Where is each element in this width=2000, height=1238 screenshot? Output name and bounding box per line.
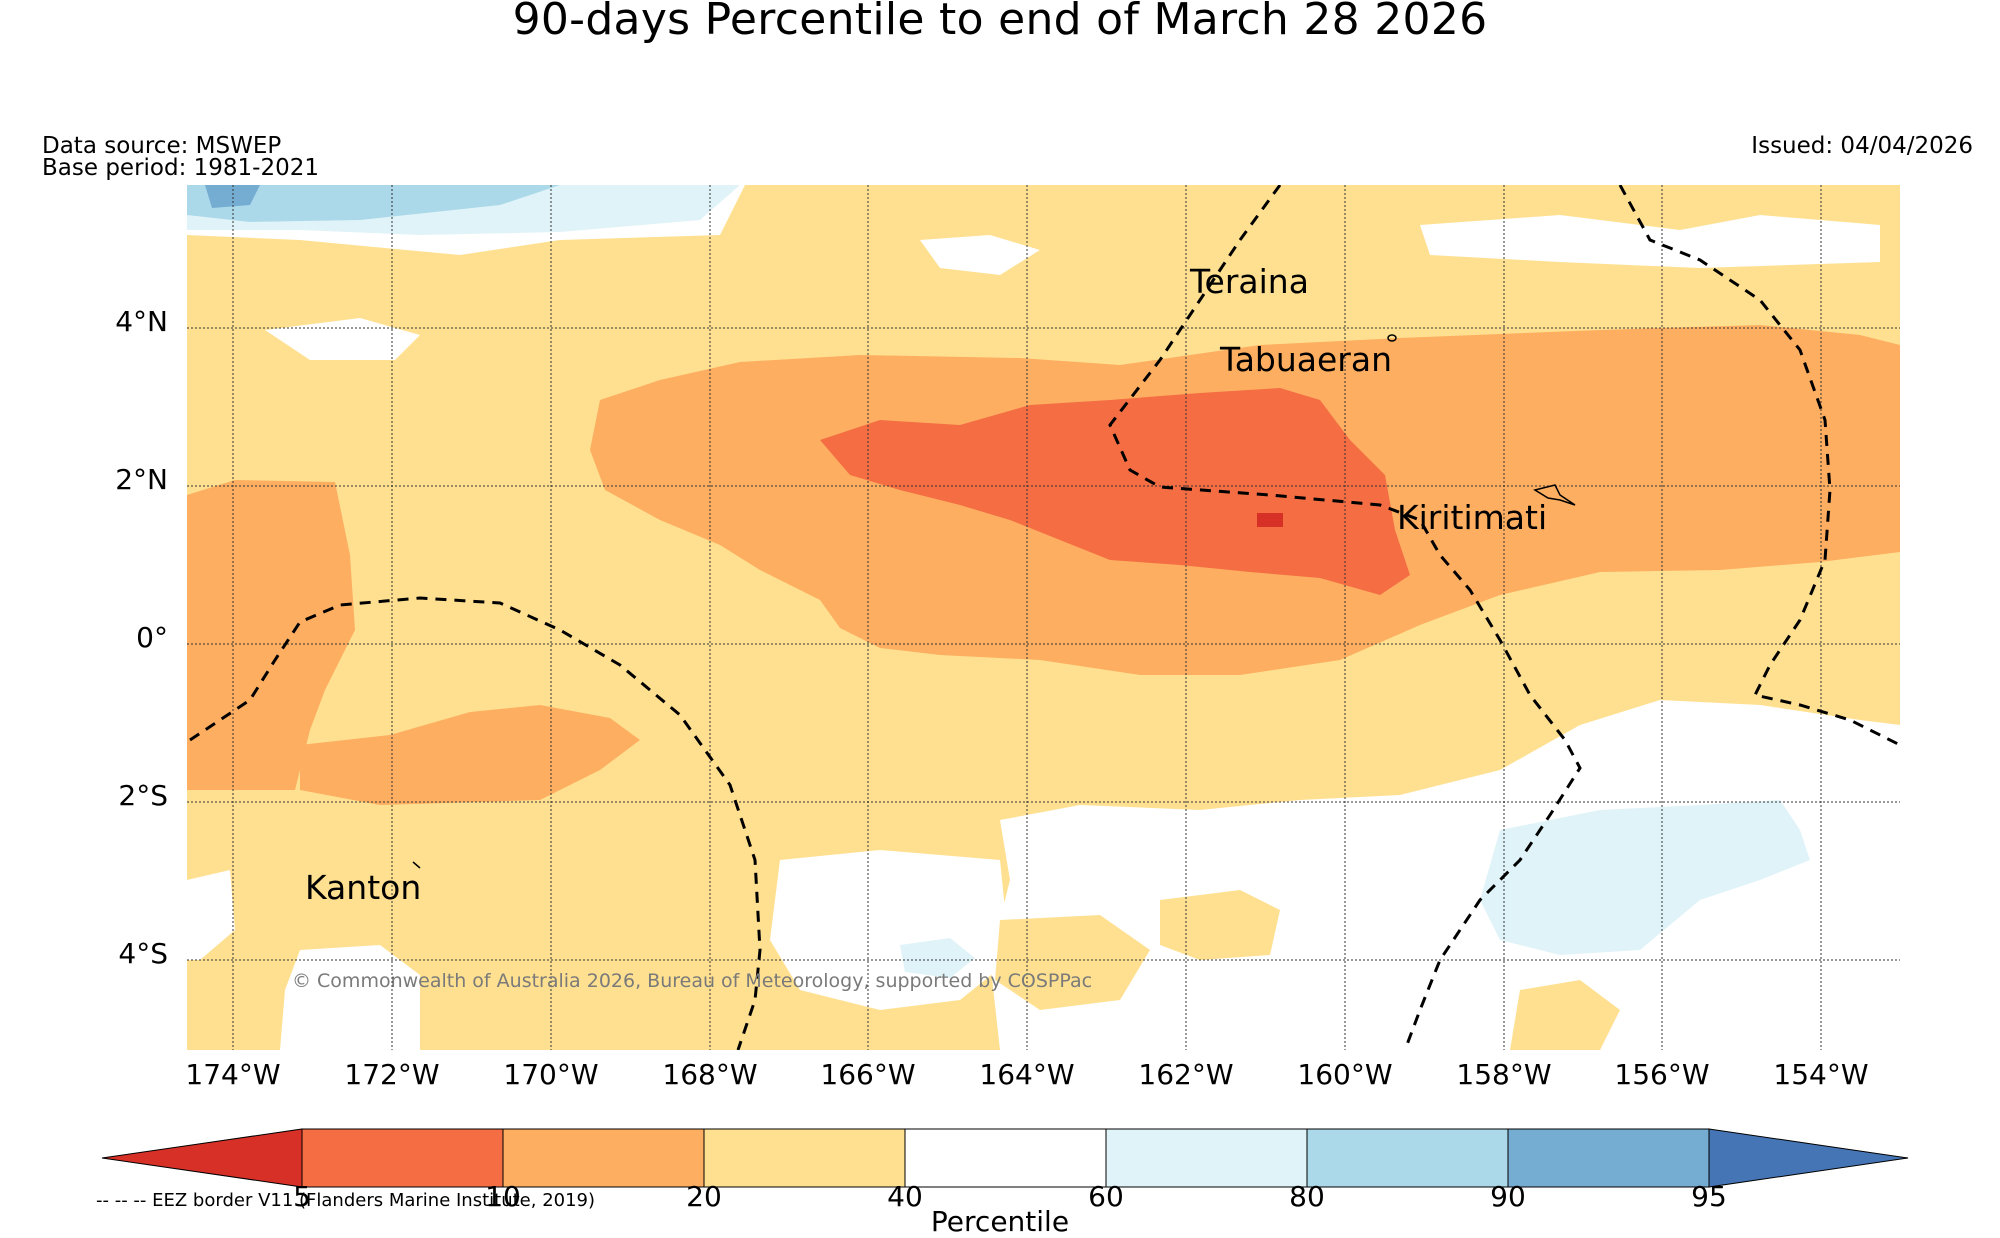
colorbar-tick-10: 10	[485, 1180, 521, 1213]
colorbar-segment-90-95	[1507, 1128, 1710, 1188]
eez-borders	[189, 185, 1900, 1050]
colorbar-segment-60-80	[1105, 1128, 1308, 1188]
colorbar-tick-95: 95	[1691, 1180, 1727, 1213]
lon-label-158w: 158°W	[1456, 1058, 1552, 1091]
place-label-teraina: Teraina	[1190, 262, 1309, 301]
colorbar	[101, 1128, 1909, 1188]
region-20-40-south-patch	[1160, 890, 1280, 960]
colorbar-segment-5-10	[301, 1128, 504, 1188]
colorbar-tick-20: 20	[686, 1180, 722, 1213]
colorbar-segment-10-20	[502, 1128, 705, 1188]
colorbar-tick-5: 5	[293, 1180, 311, 1213]
lon-label-164w: 164°W	[979, 1058, 1075, 1091]
region-5-10-central	[820, 388, 1410, 595]
place-label-tabuaeran: Tabuaeran	[1220, 340, 1393, 379]
eez-line-islands-west	[1108, 185, 1582, 1050]
eez-kanton	[189, 596, 762, 1050]
region-10-20-southwest	[300, 705, 640, 805]
colorbar-tick-40: 40	[887, 1180, 923, 1213]
eez-legend-note: -- -- -- EEZ border V11 (Flanders Marine…	[96, 1190, 596, 1211]
region-80-90-north	[187, 185, 560, 222]
region-60-80-south	[1480, 800, 1810, 955]
islands	[412, 334, 1576, 869]
lon-label-154w: 154°W	[1773, 1058, 1869, 1091]
lon-label-166w: 166°W	[820, 1058, 916, 1091]
lon-label-174w: 174°W	[185, 1058, 281, 1091]
lat-label-4s: 4°S	[118, 937, 168, 970]
region-40-60-sw2	[280, 945, 420, 1050]
lon-label-162w: 162°W	[1138, 1058, 1234, 1091]
colorbar-segment-over-95	[1708, 1128, 1909, 1188]
region-40-60-center-n	[920, 235, 1040, 275]
tabuaeran-island-shape	[1387, 334, 1397, 342]
region-20-40-south-patch2	[995, 915, 1150, 1010]
lon-label-170w: 170°W	[503, 1058, 599, 1091]
region-60-80-south-small	[900, 938, 975, 978]
lat-label-2s: 2°S	[118, 779, 168, 812]
lat-label-4n: 4°N	[115, 305, 168, 338]
colorbar-segment-under-5	[101, 1128, 303, 1188]
percentile-map	[187, 185, 1900, 1050]
region-40-60-sw	[187, 870, 235, 960]
lon-label-156w: 156°W	[1614, 1058, 1710, 1091]
lon-label-160w: 160°W	[1297, 1058, 1393, 1091]
data-source: Data source: MSWEP	[42, 133, 282, 159]
region-90-95-north	[205, 185, 260, 208]
colorbar-segment-40-60	[904, 1128, 1107, 1188]
issued-date: Issued: 04/04/2026	[1751, 133, 1973, 159]
colorbar-segment-20-40	[703, 1128, 906, 1188]
colorbar-tick-80: 80	[1289, 1180, 1325, 1213]
map-title: 90-days Percentile to end of March 28 20…	[512, 0, 1488, 45]
lon-label-172w: 172°W	[344, 1058, 440, 1091]
colorbar-segment-80-90	[1306, 1128, 1509, 1188]
colorbar-tick-90: 90	[1490, 1180, 1526, 1213]
region-0-5	[1257, 513, 1283, 527]
kanton-island-shape	[412, 861, 421, 869]
base-period: Base period: 1981-2021	[42, 155, 320, 181]
colorbar-tick-60: 60	[1088, 1180, 1124, 1213]
lat-label-2n: 2°N	[115, 463, 168, 496]
place-label-kiritimati: Kiritimati	[1397, 498, 1548, 537]
copyright-notice: © Commonwealth of Australia 2026, Bureau…	[292, 970, 1093, 992]
colorbar-label: Percentile	[930, 1205, 1070, 1238]
graticule	[187, 185, 1900, 1050]
kiritimati-island-shape	[1533, 484, 1576, 506]
region-40-60-south	[990, 700, 1900, 1050]
lat-label-0: 0°	[136, 621, 168, 654]
region-20-40-se-patch	[1510, 980, 1620, 1050]
lon-label-168w: 168°W	[662, 1058, 758, 1091]
place-label-kanton: Kanton	[305, 868, 422, 907]
